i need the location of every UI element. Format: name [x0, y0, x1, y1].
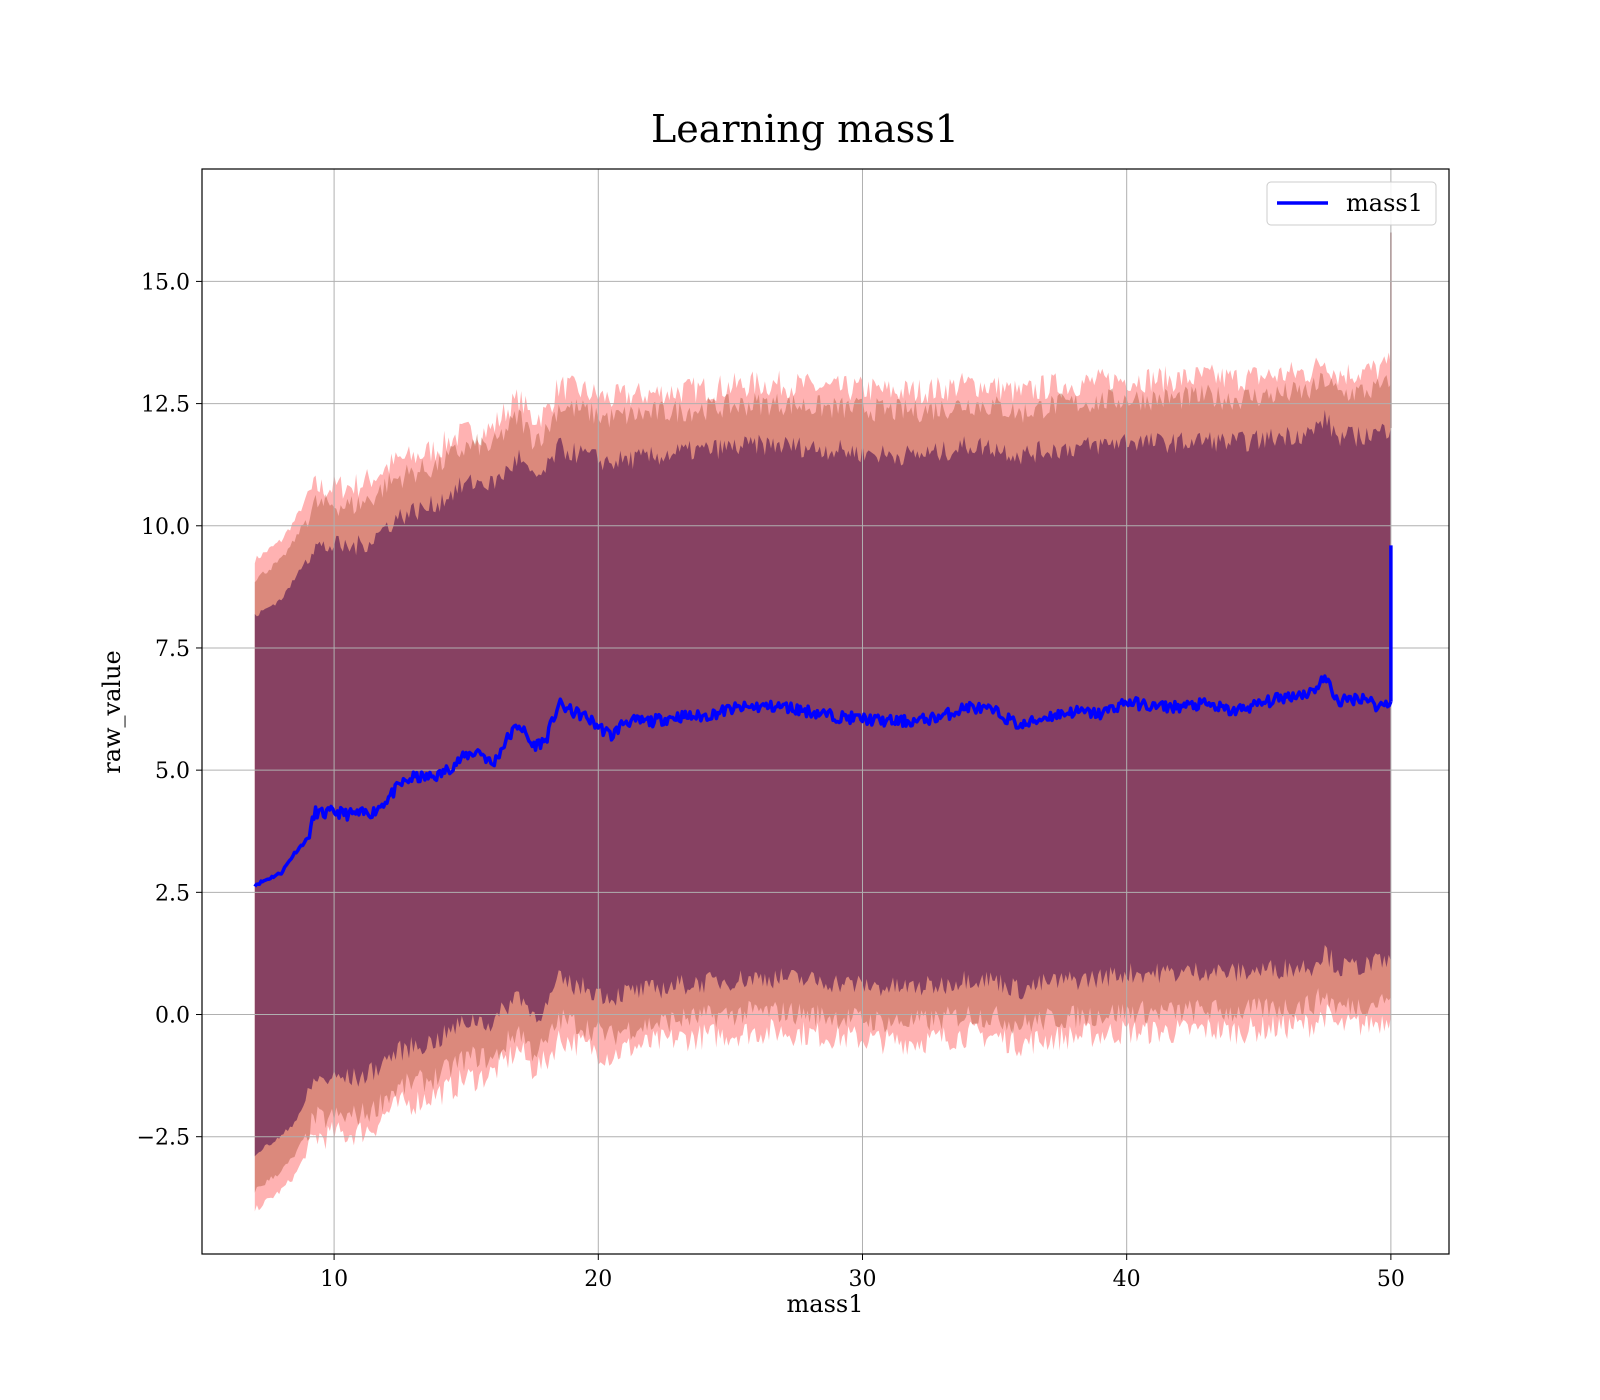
y-tick-label: 12.5: [141, 393, 190, 418]
x-tick-label: 40: [1113, 1267, 1141, 1292]
x-axis-ticks: 10 20 30 40 50: [320, 1254, 1405, 1292]
x-tick-label: 50: [1377, 1267, 1405, 1292]
legend: mass1: [1266, 181, 1437, 226]
chart-title: Learning mass1: [651, 107, 959, 151]
x-axis-label: mass1: [787, 1290, 864, 1318]
x-tick-label: 20: [584, 1267, 612, 1292]
y-tick-label: −2.5: [137, 1126, 190, 1151]
legend-box: [1266, 181, 1437, 226]
series-lines: [253, 545, 1393, 888]
y-axis-label: raw_value: [98, 650, 126, 774]
y-tick-label: 0.0: [155, 1004, 190, 1029]
confidence-bands: [254, 232, 1392, 1212]
legend-label-mass1: mass1: [1346, 189, 1423, 217]
y-tick-label: 7.5: [155, 637, 190, 662]
y-tick-label: 5.0: [155, 759, 190, 784]
plot-frame: [201, 168, 1450, 1255]
y-tick-label: 15.0: [141, 270, 190, 295]
plot-area: [201, 168, 1450, 1255]
x-tick-label: 10: [320, 1267, 348, 1292]
y-tick-label: 2.5: [155, 881, 190, 906]
y-tick-label: 10.0: [141, 515, 190, 540]
inner-band: [254, 409, 1391, 1157]
series-line-mass1: [253, 674, 1393, 888]
x-tick-label: 30: [848, 1267, 876, 1292]
y-axis-ticks: −2.5 0.0 2.5 5.0 7.5 10.0 12.5 15.0: [137, 270, 202, 1151]
grid-lines: [202, 169, 1449, 1254]
